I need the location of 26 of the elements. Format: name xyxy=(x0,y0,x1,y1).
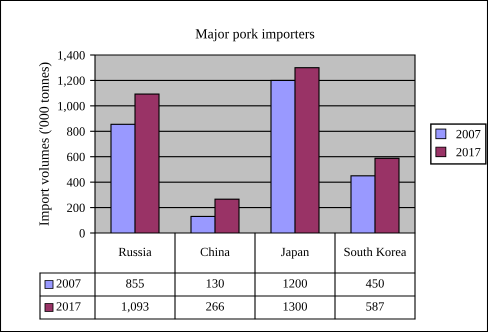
chart-title: Major pork importers xyxy=(196,28,314,42)
y-tick-label: 1,000 xyxy=(58,102,85,112)
data-label: 266 xyxy=(206,302,224,311)
y-tick-label: 800 xyxy=(67,127,85,136)
data-label: 1,093 xyxy=(122,302,149,312)
y-tick-label: 1,200 xyxy=(58,76,85,87)
y-tick-label: 200 xyxy=(67,204,85,212)
y-axis-title: Import volumes ('000 tonnes) xyxy=(39,62,52,226)
x-tick-label: China xyxy=(200,247,230,256)
text: 2017 xyxy=(56,302,81,311)
x-tick-label: Russia xyxy=(118,248,152,256)
legend-label: 2007 xyxy=(56,279,81,288)
data-label: 1300 xyxy=(284,302,308,311)
data-label: 1200 xyxy=(284,279,308,288)
data-label: 587 xyxy=(366,302,384,311)
data-label: 130 xyxy=(206,279,224,288)
data-label: 855 xyxy=(126,279,144,288)
data-label: 450 xyxy=(366,279,384,288)
legend-label: 2017 xyxy=(456,148,480,156)
y-tick-label: 400 xyxy=(66,178,85,187)
x-tick-label: Japan xyxy=(281,248,310,259)
x-tick-label: South Korea xyxy=(344,247,406,256)
y-tick-label: 1,400 xyxy=(58,51,85,62)
y-tick-label: 0 xyxy=(80,229,85,238)
y-tick-label: 600 xyxy=(67,152,85,162)
text: 2007 xyxy=(456,130,480,138)
